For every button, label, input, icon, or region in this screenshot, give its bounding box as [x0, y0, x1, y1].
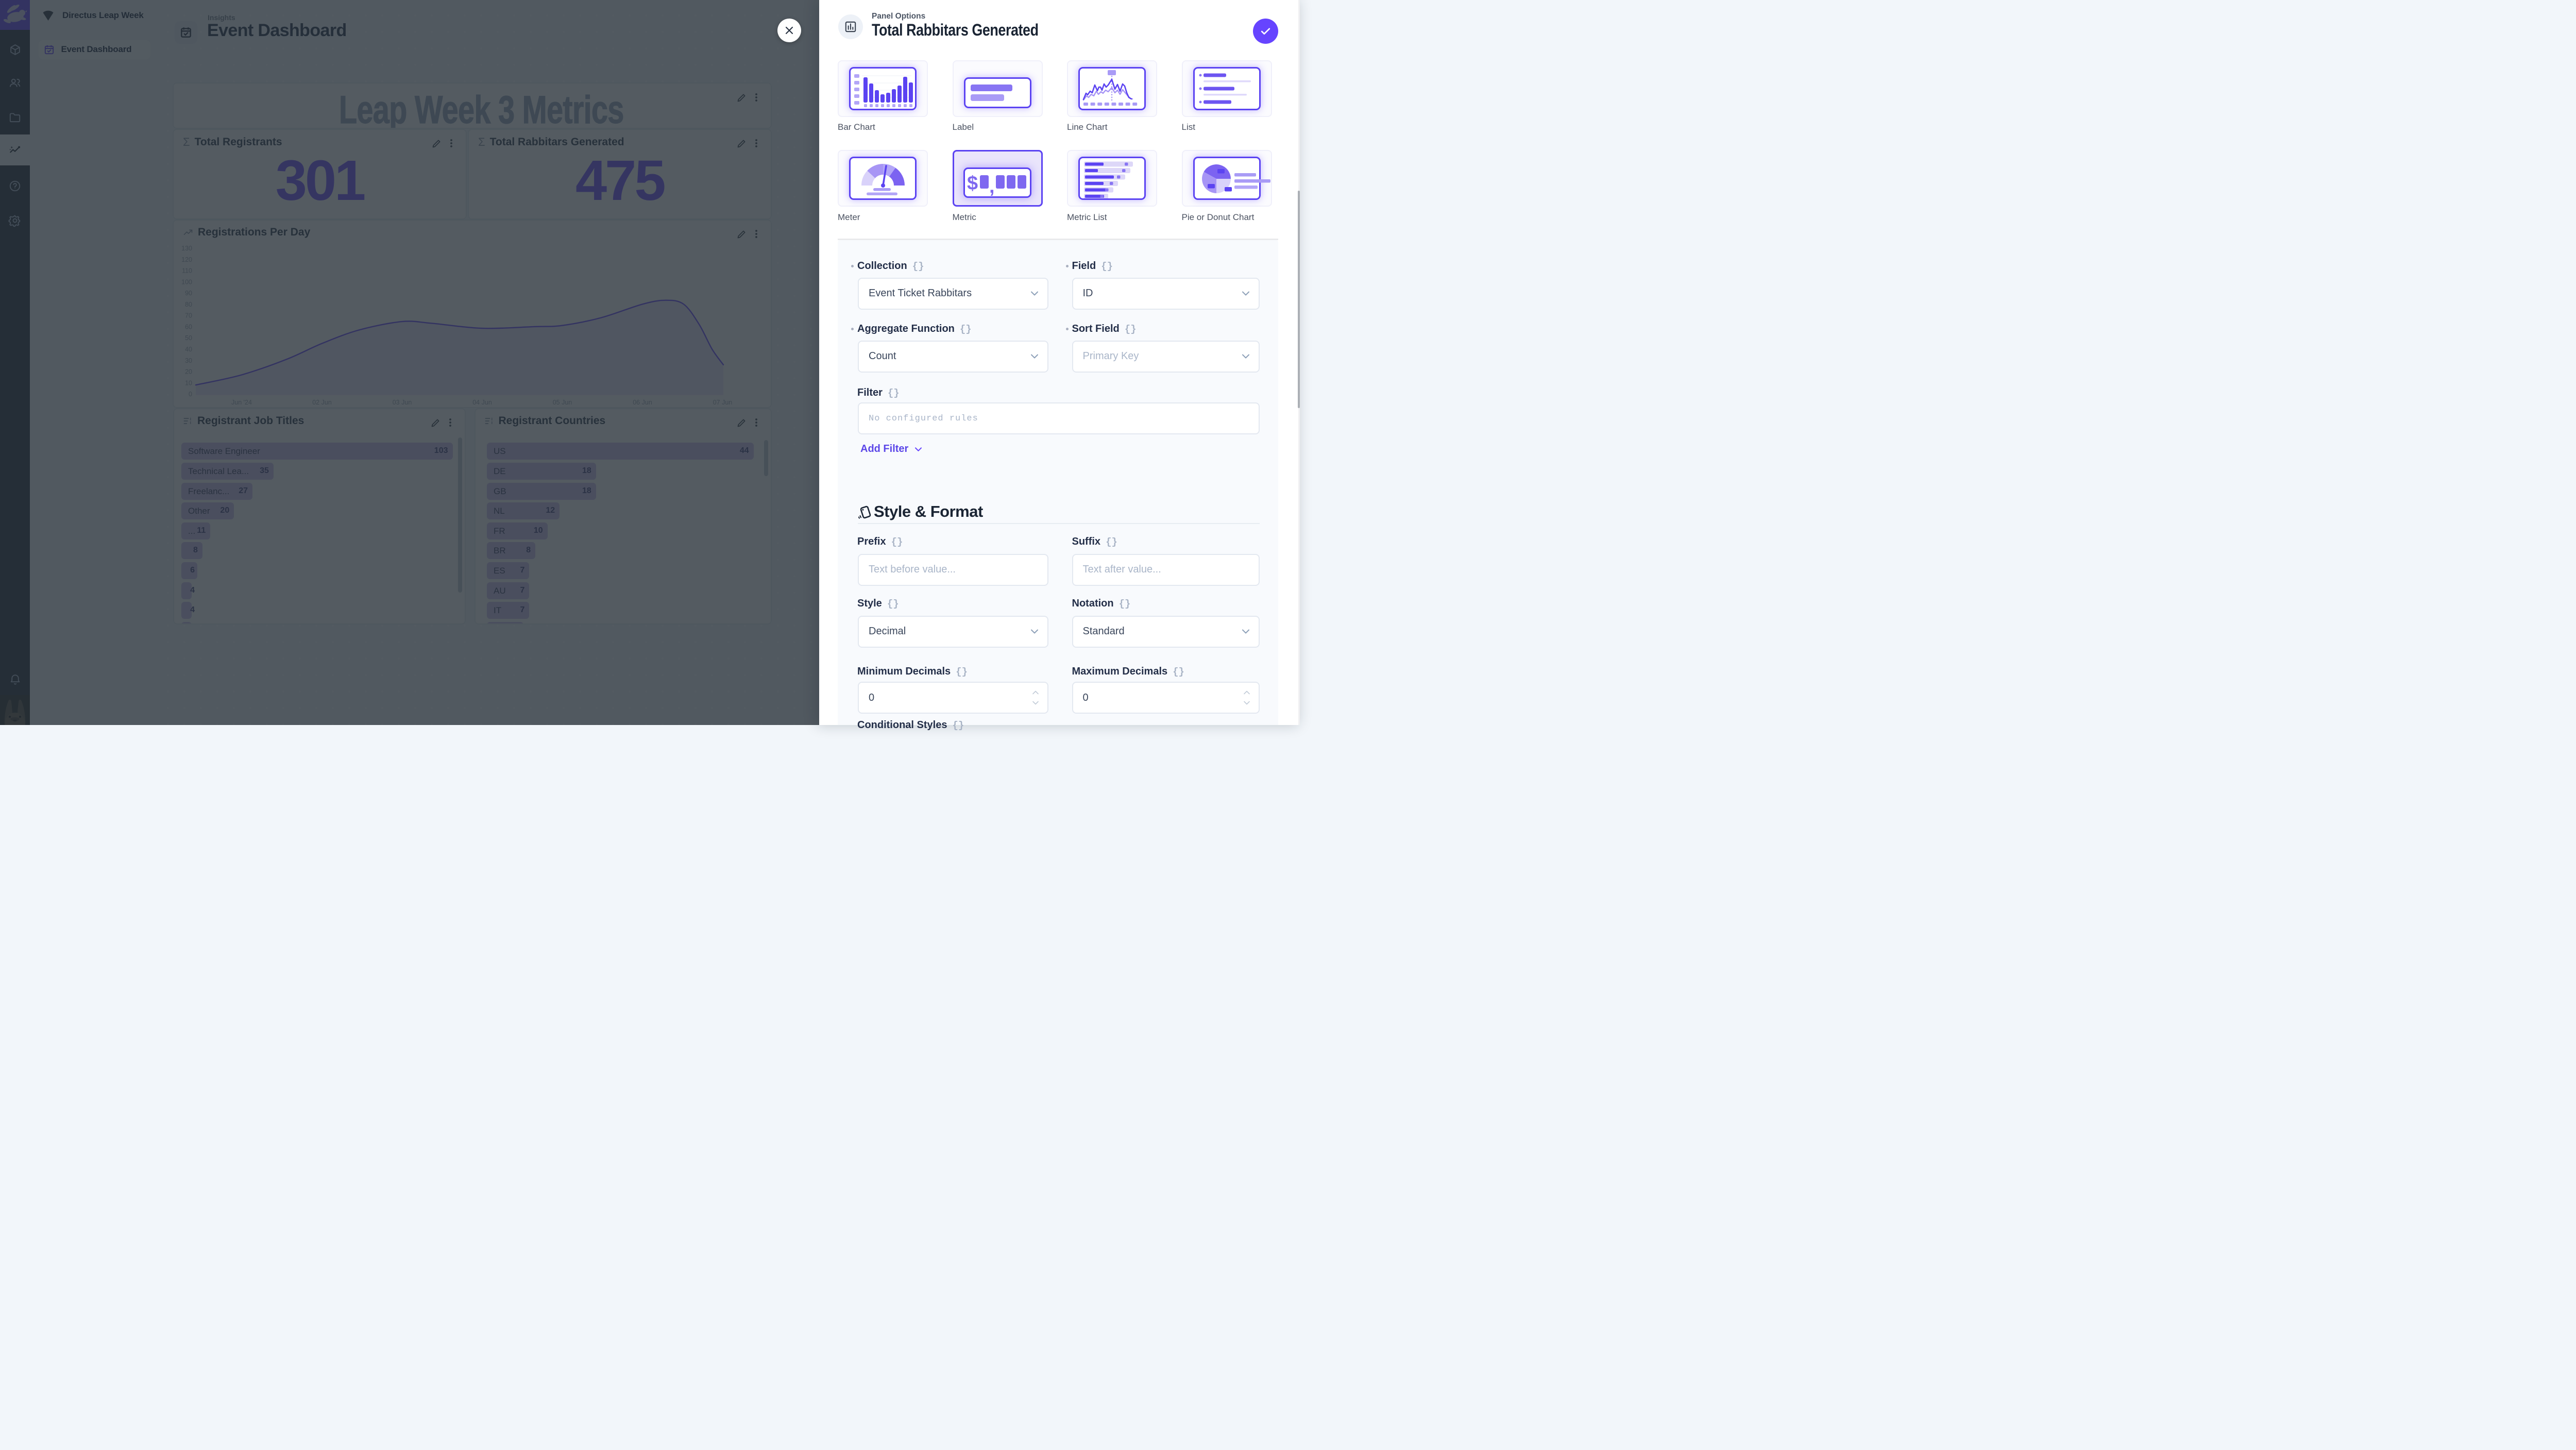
svg-text:$: $	[967, 173, 978, 194]
svg-text:,: ,	[989, 176, 995, 196]
